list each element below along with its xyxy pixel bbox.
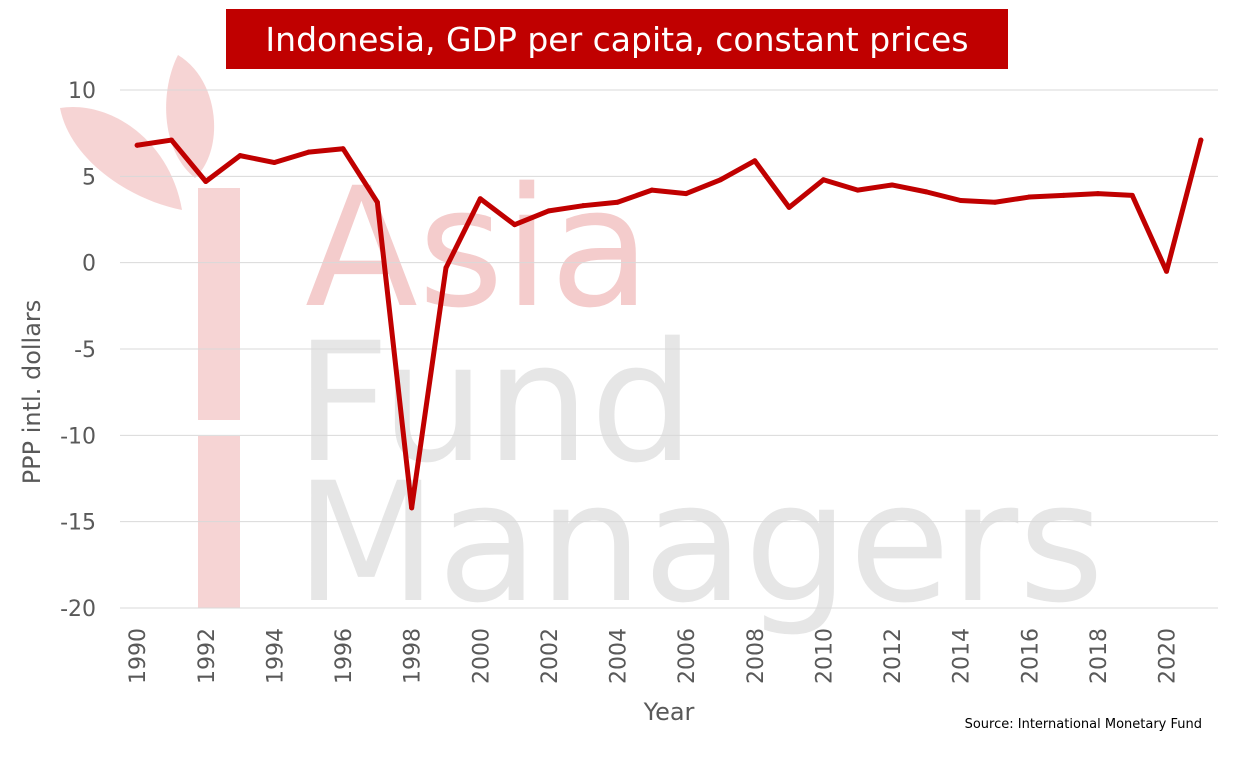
gridlines [120, 89, 1218, 609]
data-point [1061, 192, 1067, 198]
data-point [306, 149, 312, 155]
chart-title-text: Indonesia, GDP per capita, constant pric… [265, 19, 969, 59]
watermark-text-fund: Fund [295, 307, 695, 499]
watermark-leaf-left [60, 106, 182, 210]
x-axis-label: Year [643, 698, 695, 726]
x-tick-label: 1994 [263, 628, 288, 684]
x-tick-label: 2002 [538, 628, 563, 684]
data-point [1095, 191, 1101, 197]
data-point [786, 204, 792, 210]
data-point [717, 177, 723, 183]
series-layer [134, 137, 1204, 511]
y-axis-label: PPP intl. dollars [18, 300, 46, 485]
data-point [992, 199, 998, 205]
x-tick-label: 2000 [469, 628, 494, 684]
data-point [512, 222, 518, 228]
data-point [340, 146, 346, 152]
x-tick-label: 1998 [401, 628, 426, 684]
data-point [923, 189, 929, 195]
data-point [1026, 194, 1032, 200]
x-tick-label: 2020 [1156, 628, 1181, 684]
x-tick-label: 2006 [675, 628, 700, 684]
x-tick-label: 2018 [1087, 628, 1112, 684]
data-point [1164, 268, 1170, 274]
data-point [580, 203, 586, 209]
y-tick-label: -10 [60, 424, 96, 449]
data-point [237, 153, 243, 159]
data-point [1198, 137, 1204, 143]
data-point [443, 265, 449, 271]
x-tick-label: 2008 [744, 628, 769, 684]
y-tick-label: 5 [82, 165, 96, 190]
data-point [477, 196, 483, 202]
x-tick-label: 2004 [607, 628, 632, 684]
x-tick-label: 2016 [1018, 628, 1043, 684]
data-point [168, 137, 174, 143]
data-point [889, 182, 895, 188]
data-point [203, 179, 209, 185]
data-point [374, 199, 380, 205]
watermark-text-managers: Managers [295, 447, 1104, 639]
x-tick-label: 2012 [881, 628, 906, 684]
data-point [820, 177, 826, 183]
source-note: Source: International Monetary Fund [964, 717, 1202, 732]
x-tick-label: 1990 [126, 628, 151, 684]
data-point [649, 187, 655, 193]
x-tick-label: 1996 [332, 628, 357, 684]
data-point [615, 199, 621, 205]
data-point [409, 505, 415, 511]
chart-title: Indonesia, GDP per capita, constant pric… [226, 9, 1008, 69]
x-tick-labels: 1990 1992 1994 1996 1998 2000 2002 2004 2006 2008… [126, 628, 1180, 684]
data-point [958, 198, 964, 204]
y-tick-label: -15 [60, 511, 96, 536]
data-point [546, 208, 552, 214]
data-point [855, 187, 861, 193]
data-point [134, 142, 140, 148]
watermark-logo: Asia Fund Managers [60, 55, 1104, 639]
y-tick-labels: 10 5 0 -5 -10 -15 -20 [60, 79, 96, 622]
watermark-stem-upper [198, 188, 240, 420]
series-line [134, 137, 1204, 511]
y-tick-label: 0 [82, 252, 96, 277]
data-point [1129, 192, 1135, 198]
y-tick-label: -20 [60, 597, 96, 622]
x-tick-label: 2010 [812, 628, 837, 684]
y-tick-label: -5 [74, 338, 96, 363]
data-point [271, 160, 277, 166]
y-tick-label: 10 [68, 79, 96, 104]
watermark-text-asia: Asia [305, 152, 651, 344]
x-tick-label: 2014 [950, 628, 975, 684]
data-point [752, 158, 758, 164]
data-point [683, 191, 689, 197]
x-tick-label: 1992 [195, 628, 220, 684]
